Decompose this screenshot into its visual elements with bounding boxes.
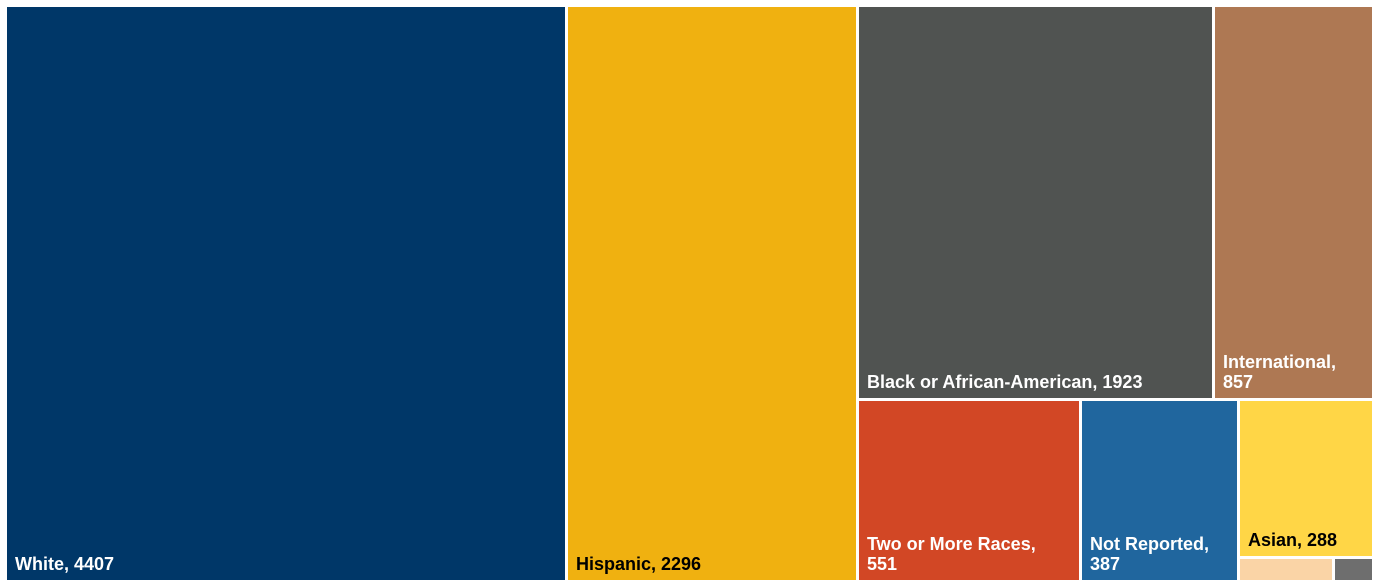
treemap-tile-label: International, 857 xyxy=(1223,352,1337,392)
treemap-tile: Hispanic, 2296 xyxy=(568,7,856,580)
treemap-tile: White, 4407 xyxy=(7,7,565,580)
treemap-tile-label: Two or More Races, 551 xyxy=(867,534,1036,574)
treemap-tile: Asian, 288 xyxy=(1240,401,1372,556)
treemap-tile: Not Reported, 387 xyxy=(1082,401,1237,580)
treemap-tile-label: White, 4407 xyxy=(15,554,115,574)
treemap-tile-label: Asian, 288 xyxy=(1248,530,1338,550)
treemap-tile xyxy=(1240,559,1332,580)
treemap-tile: Black or African-American, 1923 xyxy=(859,7,1212,398)
treemap-tile: Two or More Races, 551 xyxy=(859,401,1079,580)
treemap-tile-label: Black or African-American, 1923 xyxy=(867,372,1143,392)
treemap-tile xyxy=(1335,559,1372,580)
treemap-tile-label: Not Reported, 387 xyxy=(1090,534,1209,574)
treemap-tile: International, 857 xyxy=(1215,7,1372,398)
treemap-tile-label: Hispanic, 2296 xyxy=(576,554,702,574)
